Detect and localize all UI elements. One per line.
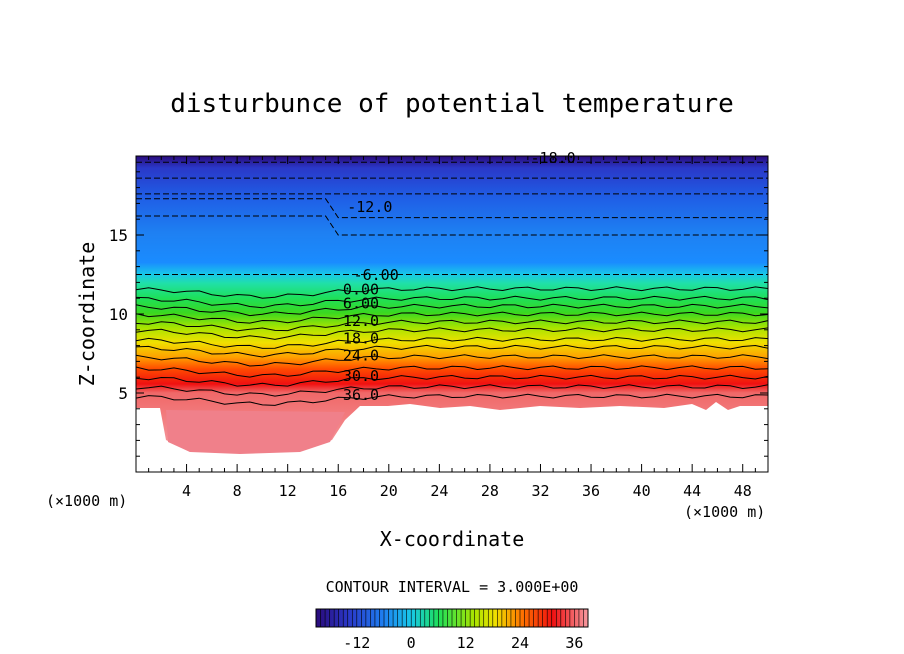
- x-tick-label: 24: [430, 482, 448, 500]
- contour-line: [135, 311, 769, 324]
- x-tick-label: 48: [734, 482, 752, 500]
- contour-interval-text: CONTOUR INTERVAL = 3.000E+00: [326, 578, 579, 596]
- contour-line: [135, 393, 769, 406]
- contour-label: 36.0: [343, 386, 379, 404]
- x-tick-label: 8: [233, 482, 242, 500]
- x-tick-label: 4: [182, 482, 191, 500]
- contour-line: [135, 295, 769, 309]
- contour-label: 30.0: [343, 367, 379, 385]
- colorbar-tick-label: -12: [343, 634, 370, 652]
- contour-line: [136, 215, 768, 236]
- contour-label: 18.0: [343, 329, 379, 347]
- colorbar-tick-label: 36: [565, 634, 583, 652]
- contour-label: 0.00: [343, 280, 379, 298]
- y-tick-label: 15: [109, 226, 128, 245]
- contour-label: -6.00: [354, 266, 399, 284]
- x-tick-label: 12: [279, 482, 297, 500]
- contour-line: [135, 336, 769, 349]
- contour-label: -12.0: [347, 198, 392, 216]
- x-tick-label: 20: [380, 482, 398, 500]
- x-tick-label: 36: [582, 482, 600, 500]
- contour-line: [135, 354, 769, 367]
- contour-line: [136, 198, 768, 219]
- colorbar-tick-label: 24: [511, 634, 529, 652]
- x-tick-label: 32: [531, 482, 549, 500]
- y-axis-label: Z-coordinate: [75, 242, 99, 387]
- x-tick-label: 28: [481, 482, 499, 500]
- colorbar-tick-label: 12: [457, 634, 475, 652]
- contour-line: [135, 286, 769, 299]
- colorbar-tick-label: 0: [407, 634, 416, 652]
- x-tick-label: 44: [683, 482, 701, 500]
- contour-label: 12.0: [343, 312, 379, 330]
- contour-line: [135, 344, 769, 358]
- colorbar-cells: [320, 609, 584, 627]
- contour-label: 6.00: [343, 295, 379, 313]
- x-unit-label: (×1000 m): [684, 503, 765, 521]
- y-axis-ticks: 5 10 15: [109, 171, 768, 457]
- contour-label: 24.0: [343, 347, 379, 365]
- z-unit-label: (×1000 m): [46, 492, 127, 510]
- max-region: [166, 410, 345, 454]
- contour-line: [135, 365, 769, 378]
- x-tick-label: 16: [329, 482, 347, 500]
- colorbar: -12 0 12 24 36: [315, 608, 589, 652]
- x-tick-label: 40: [633, 482, 651, 500]
- contour-line: [135, 319, 769, 332]
- chart-title: disturbunce of potential temperature: [170, 89, 734, 119]
- contour-line: [135, 327, 769, 340]
- contour-line: [135, 374, 769, 387]
- y-tick-label: 10: [109, 305, 128, 324]
- x-axis-label: X-coordinate: [380, 527, 525, 551]
- colorbar-ticks: -12 0 12 24 36: [343, 634, 583, 652]
- contour-line: [135, 384, 769, 397]
- contour-line: [135, 303, 769, 317]
- y-tick-label: 5: [118, 384, 128, 403]
- x-axis-ticks: 4 8 12 16 20 24 28 32 36 40 44 48: [148, 156, 756, 500]
- contour-lines: [135, 161, 769, 406]
- contour-labels: -18.0-12.0-6.000.006.0012.018.024.030.03…: [343, 149, 576, 404]
